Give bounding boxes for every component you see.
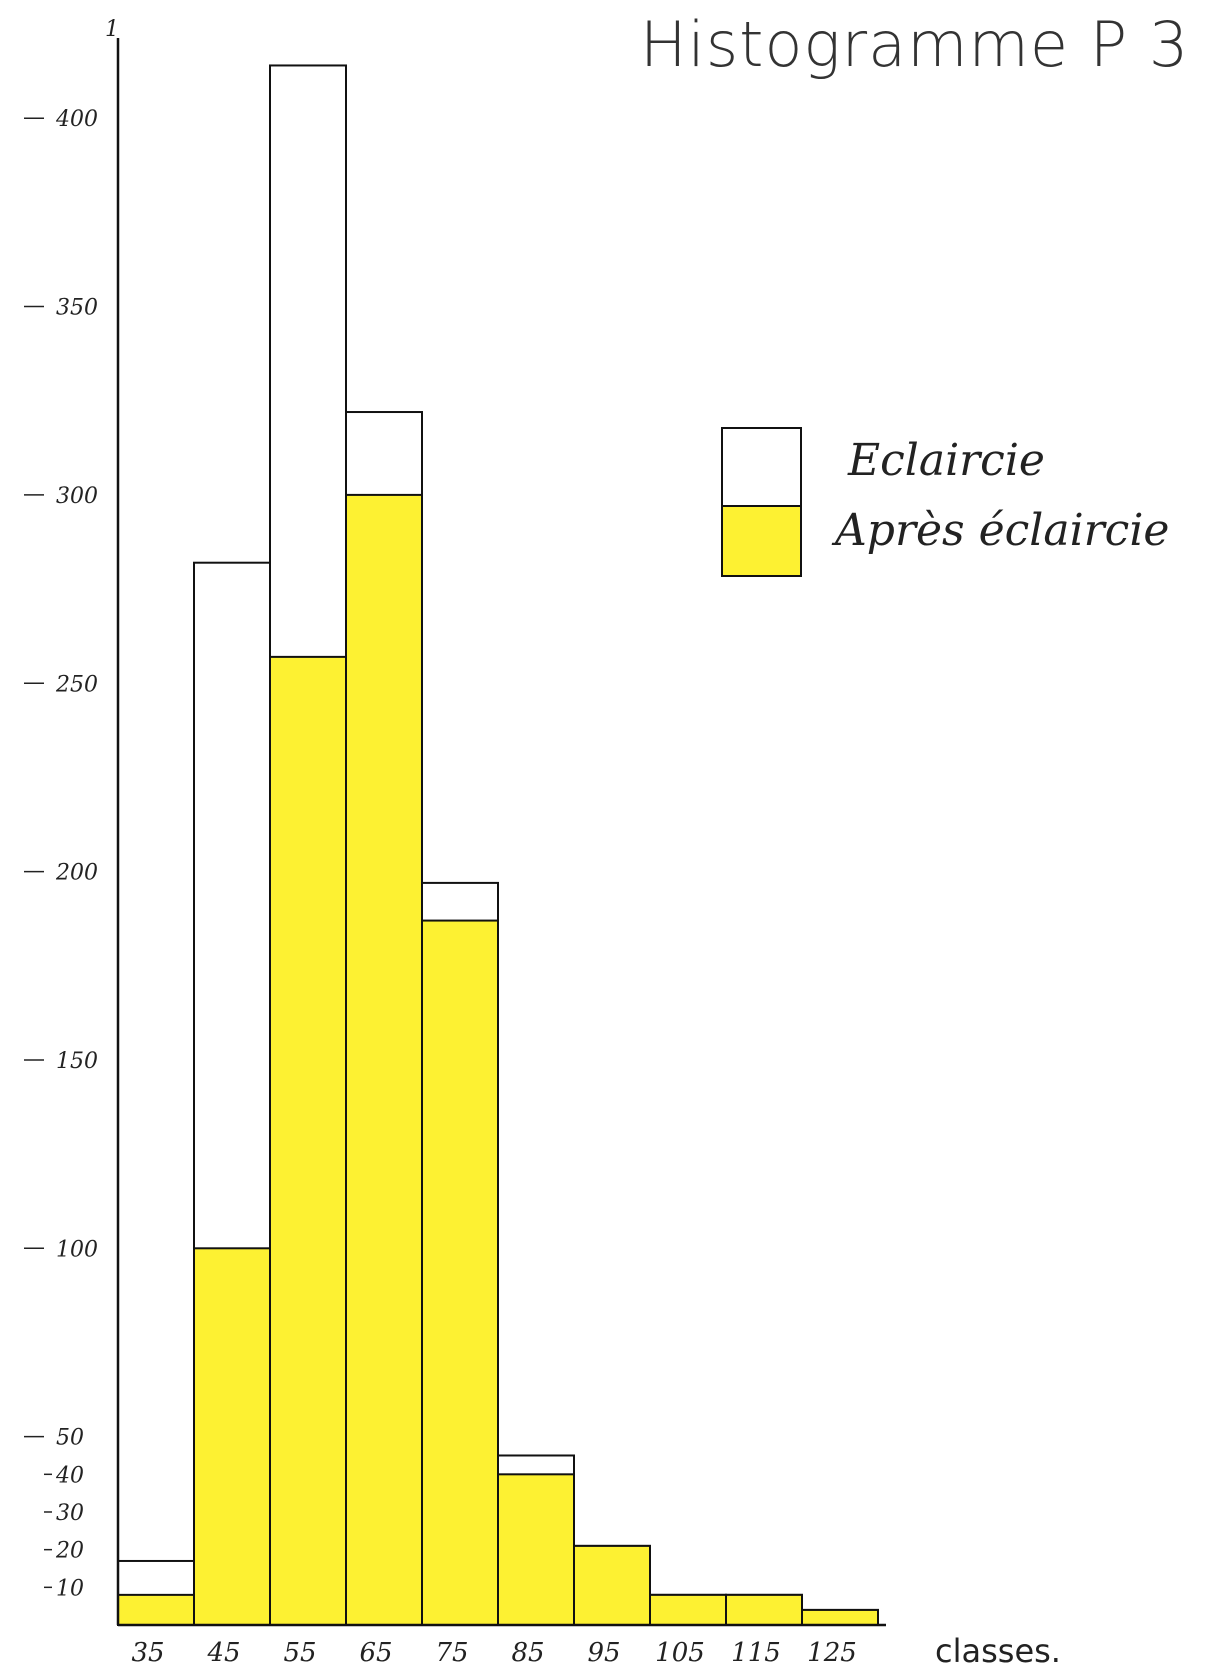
x-tick-label-115: 115 xyxy=(731,1638,781,1668)
y-tick-label-30: 30 xyxy=(56,1501,84,1526)
bar-apres-eclaircie-65 xyxy=(345,493,423,1626)
bar-apres-eclaircie-125 xyxy=(801,1608,879,1627)
x-tick-label-45: 45 xyxy=(206,1638,240,1668)
y-tick-label-250: 250 xyxy=(55,672,98,697)
x-ticks-layer: 35 45 55 65 75 85 95 105 115 125 xyxy=(131,1638,856,1668)
bars-layer xyxy=(117,64,879,1627)
legend: Eclaircie Après éclaircie xyxy=(721,427,1169,577)
y-tick-label-150: 150 xyxy=(56,1049,98,1074)
y-tick-label-50: 50 xyxy=(56,1426,84,1451)
y-tick-label-20: 20 xyxy=(55,1539,84,1564)
bar-apres-eclaircie-35 xyxy=(117,1593,195,1627)
legend-swatch-eclaircie xyxy=(721,427,802,507)
x-tick-label-125: 125 xyxy=(807,1638,857,1668)
x-tick-label-85: 85 xyxy=(511,1638,544,1668)
bar-apres-eclaircie-105 xyxy=(649,1593,727,1627)
chart-title: Histogramme P 3 xyxy=(640,8,1189,81)
legend-label-eclaircie: Eclaircie xyxy=(847,435,1045,486)
legend-label-apres-eclaircie: Après éclaircie xyxy=(831,505,1169,556)
legend-swatch-apres-eclaircie xyxy=(721,505,802,577)
y-tick-label-100: 100 xyxy=(56,1237,98,1262)
y-tick-label-40: 40 xyxy=(55,1463,84,1488)
axes-layer xyxy=(116,38,886,1627)
y-ticks-layer: 10 20 30 40 50 100 150 200 250 300 350 400 xyxy=(24,107,98,1601)
x-tick-label-55: 55 xyxy=(283,1638,316,1668)
bar-apres-eclaircie-85 xyxy=(497,1473,575,1626)
x-axis-label: classes. xyxy=(935,1632,1061,1670)
bar-apres-eclaircie-75 xyxy=(421,919,499,1626)
x-tick-label-35: 35 xyxy=(131,1638,164,1668)
y-tick-label-300: 300 xyxy=(56,484,98,509)
bar-apres-eclaircie-55 xyxy=(269,655,347,1626)
bar-apres-eclaircie-45 xyxy=(193,1247,271,1627)
y-tick-label-200: 200 xyxy=(55,861,98,886)
x-tick-label-105: 105 xyxy=(655,1638,705,1668)
y-axis-top-mark: 1 xyxy=(105,17,119,42)
y-tick-label-10: 10 xyxy=(56,1576,84,1601)
x-tick-label-95: 95 xyxy=(587,1638,620,1668)
x-tick-label-75: 75 xyxy=(435,1638,468,1668)
bar-apres-eclaircie-115 xyxy=(725,1593,803,1627)
y-tick-label-400: 400 xyxy=(55,107,98,132)
y-tick-label-350: 350 xyxy=(56,296,98,321)
x-tick-label-65: 65 xyxy=(359,1638,392,1668)
bar-apres-eclaircie-95 xyxy=(573,1544,651,1626)
